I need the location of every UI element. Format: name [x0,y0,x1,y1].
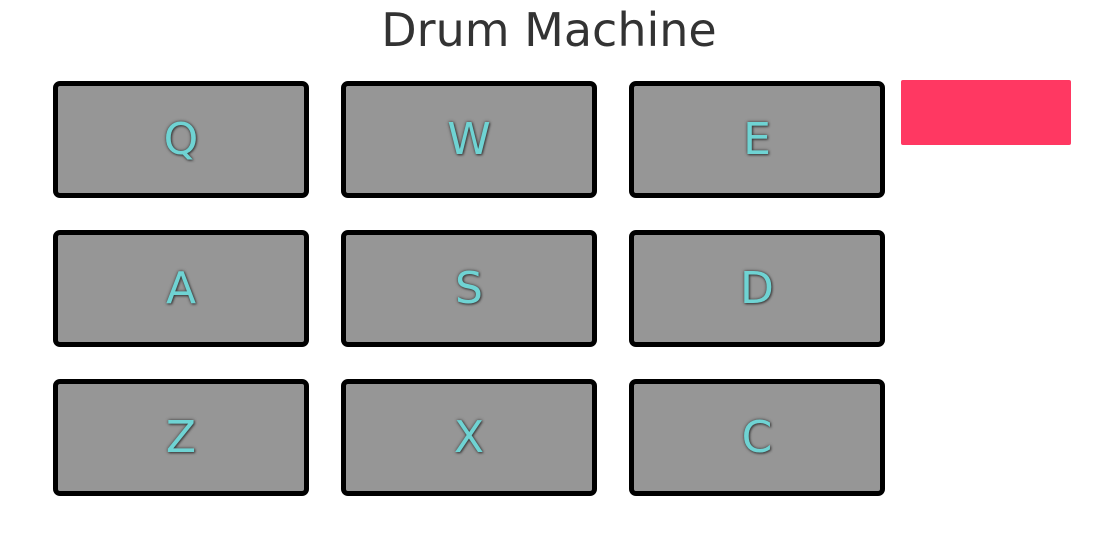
pad-key-label: E [743,113,771,165]
drum-pad-s[interactable]: S [341,230,597,347]
drum-pad-a[interactable]: A [53,230,309,347]
pad-key-label: X [453,411,485,463]
pad-key-label: Q [163,113,199,165]
pad-key-label: Z [165,411,197,463]
drum-pad-c[interactable]: C [629,379,885,496]
drum-pad-d[interactable]: D [629,230,885,347]
drum-pad-z[interactable]: Z [53,379,309,496]
drum-pad-q[interactable]: Q [53,81,309,198]
drum-pad-x[interactable]: X [341,379,597,496]
pad-key-label: C [741,411,773,463]
pad-key-label: S [455,262,483,314]
drum-pad-grid: Q W E A S D Z X C [53,81,886,496]
pad-key-label: W [447,113,491,165]
drum-pad-e[interactable]: E [629,81,885,198]
page-title: Drum Machine [381,3,717,57]
drum-pad-w[interactable]: W [341,81,597,198]
sound-display [901,80,1071,145]
pad-key-label: D [740,262,774,314]
pad-key-label: A [165,262,197,314]
